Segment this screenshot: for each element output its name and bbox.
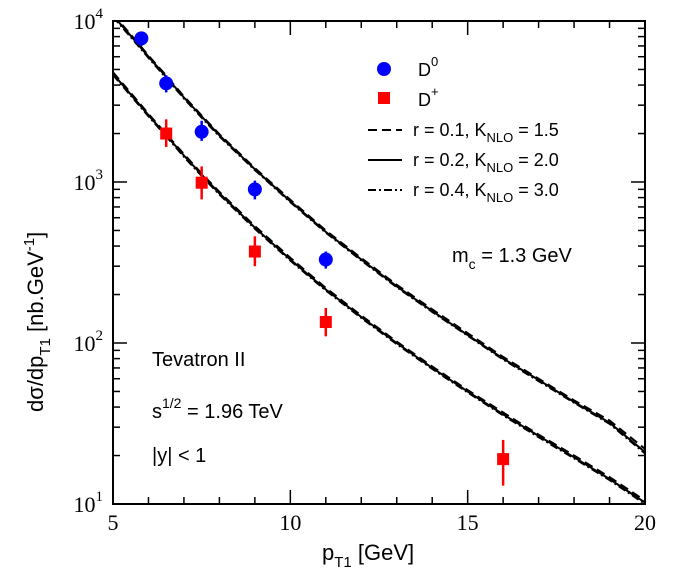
energy-annotation: s1/2 = 1.96 TeV [152, 395, 284, 423]
mass-annotation: mc = 1.3 GeV [452, 245, 573, 272]
y-axis-title-sup: -1 [21, 238, 38, 251]
point-d0-3 [247, 182, 262, 197]
y-axis-title: dσ/dpT1 [nb.GeV-1] [21, 232, 54, 412]
svg-text:D0: D0 [418, 54, 438, 80]
point-dplus-1 [195, 176, 208, 189]
legend-item-dashed: r = 0.1, KNLO = 1.5 [368, 120, 559, 145]
point-dplus-4 [497, 453, 510, 466]
point-d0-2 [194, 124, 209, 139]
plot-frame [112, 20, 646, 505]
legend-solid-sub: NLO [487, 160, 514, 175]
mass-value: = 1.3 GeV [476, 245, 573, 267]
legend-dashdot-value: = 3.0 [513, 180, 559, 200]
legend-solid-label: r = 0.2, K [413, 150, 487, 170]
y-tick-label: 101 [74, 489, 104, 517]
energy-sup: 1/2 [162, 395, 182, 411]
point-dplus-3 [319, 316, 332, 329]
axis-ticks: 5 10 15 20 101 102 103 104 [74, 6, 657, 535]
energy-value: = 1.96 TeV [181, 401, 283, 423]
mass-symbol: m [452, 245, 469, 267]
y-axis-title-close: ] [23, 232, 48, 238]
point-dplus-0 [160, 127, 173, 140]
legend-dashed-value: = 1.5 [513, 120, 559, 140]
energy-symbol: s [152, 401, 162, 423]
legend-dashed-label: r = 0.1, K [413, 120, 487, 140]
legend-dplus-label: D [418, 90, 431, 110]
legend-d0-label: D [418, 60, 431, 80]
legend-item-solid: r = 0.2, KNLO = 2.0 [368, 150, 559, 175]
legend-item-d0: D0 [377, 54, 438, 80]
svg-text:D+: D+ [418, 84, 439, 110]
x-axis-title: pT1 [GeV] [322, 540, 414, 571]
svg-text:r = 0.1, KNLO = 1.5: r = 0.1, KNLO = 1.5 [413, 120, 559, 145]
y-tick-label: 103 [74, 167, 104, 195]
y-axis-title-base: dσ/dp [23, 356, 48, 412]
point-dplus-2 [248, 245, 261, 258]
legend-dplus-sup: + [431, 84, 439, 99]
x-axis-title-unit: [GeV] [352, 540, 414, 565]
curve-d0-solid [116, 21, 645, 453]
legend-d0-sup: 0 [431, 54, 438, 69]
curve-d0-dashdot [115, 21, 645, 455]
mass-sub: c [469, 256, 476, 272]
curve-d0-dashed [117, 21, 645, 450]
x-tick-label: 15 [457, 510, 479, 535]
curve-dplus-solid [113, 73, 645, 504]
rapidity-annotation: |y| < 1 [152, 445, 206, 467]
curve-dplus-dashdot [113, 74, 645, 504]
data-points [134, 31, 510, 486]
y-axis-title-sub: T1 [37, 338, 54, 356]
legend-dplus-marker [378, 92, 390, 104]
legend-dashdot-sub: NLO [487, 190, 514, 205]
legend-item-dashdot: r = 0.4, KNLO = 3.0 [368, 180, 559, 205]
collider-annotation: Tevatron II [152, 349, 245, 371]
svg-text:r = 0.4, KNLO = 3.0: r = 0.4, KNLO = 3.0 [413, 180, 559, 205]
y-axis-title-unit: [nb.GeV [23, 251, 48, 338]
x-axis-title-base: p [322, 540, 334, 565]
legend-d0-marker [377, 62, 391, 76]
x-tick-label: 10 [279, 510, 301, 535]
point-d0-0 [134, 31, 149, 46]
legend-item-dplus: D+ [378, 84, 439, 110]
legend-solid-value: = 2.0 [513, 150, 559, 170]
x-tick-label: 20 [634, 510, 656, 535]
legend: D0 D+ r = 0.1, KNLO = 1.5 r = 0.2, KNLO … [368, 54, 559, 205]
point-d0-4 [318, 252, 333, 267]
y-tick-label: 102 [74, 328, 104, 356]
x-tick-label: 5 [108, 510, 119, 535]
y-tick-label: 104 [74, 6, 104, 34]
legend-dashdot-label: r = 0.4, K [413, 180, 487, 200]
curve-dplus-dashed [113, 71, 645, 502]
x-axis-title-sub: T1 [334, 554, 352, 571]
point-d0-1 [159, 76, 174, 91]
legend-dashed-sub: NLO [487, 130, 514, 145]
svg-text:r = 0.2, KNLO = 2.0: r = 0.2, KNLO = 2.0 [413, 150, 559, 175]
